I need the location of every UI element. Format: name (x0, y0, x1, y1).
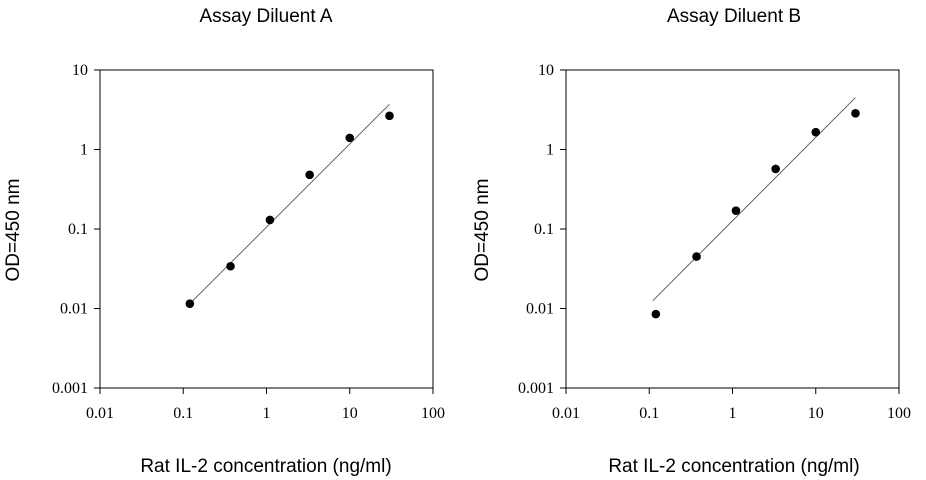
y-tick-label: 1 (546, 142, 554, 159)
y-axis-label: OD=450 nm (3, 179, 24, 282)
x-tick-label: 100 (421, 405, 445, 422)
data-point (811, 127, 821, 137)
x-tick-label: 10 (808, 405, 824, 422)
data-point (771, 164, 780, 174)
x-tick-label: 100 (887, 405, 911, 422)
data-point (226, 261, 235, 271)
x-tick-label: 0.1 (639, 405, 659, 422)
chart-title: Assay Diluent B (667, 6, 801, 27)
y-tick-label: 10 (72, 62, 88, 79)
x-tick-label: 0.01 (552, 405, 580, 422)
x-tick-label: 10 (342, 405, 358, 422)
panel-assay-diluent-a: Assay Diluent A OD=450 nm Rat IL-2 conce… (3, 6, 445, 477)
x-tick-label: 0.01 (86, 405, 114, 422)
y-tick-label: 0.1 (534, 221, 554, 238)
x-axis-label: Rat IL-2 concentration (ng/ml) (140, 456, 391, 477)
panel-assay-diluent-b: Assay Diluent B OD=450 nm Rat IL-2 conce… (472, 6, 911, 477)
data-point (305, 170, 314, 180)
y-tick-label: 0.01 (526, 301, 554, 318)
y-tick-label: 0.001 (518, 380, 554, 397)
y-tick-label: 0.001 (52, 380, 88, 397)
fit-line (186, 104, 390, 308)
plot-frame (99, 69, 434, 389)
data-point (851, 109, 860, 118)
x-axis-label: Rat IL-2 concentration (ng/ml) (608, 456, 859, 477)
chart-title: Assay Diluent A (199, 6, 332, 27)
x-tick-label: 0.1 (173, 405, 193, 422)
y-tick-label: 1 (80, 142, 88, 159)
y-tick-label: 0.01 (60, 301, 88, 318)
fit-line (652, 97, 856, 302)
data-point (731, 206, 741, 215)
x-tick-label: 1 (729, 405, 737, 422)
data-point (265, 215, 275, 225)
x-tick-label: 1 (263, 405, 271, 422)
y-tick-label: 10 (538, 62, 554, 79)
plot-frame (565, 69, 900, 389)
data-point (692, 252, 701, 261)
data-point (345, 133, 355, 143)
y-axis-label: OD=450 nm (472, 179, 493, 282)
data-point (385, 111, 394, 121)
data-point (185, 299, 195, 308)
y-tick-label: 0.1 (68, 221, 88, 238)
data-point (651, 309, 661, 319)
